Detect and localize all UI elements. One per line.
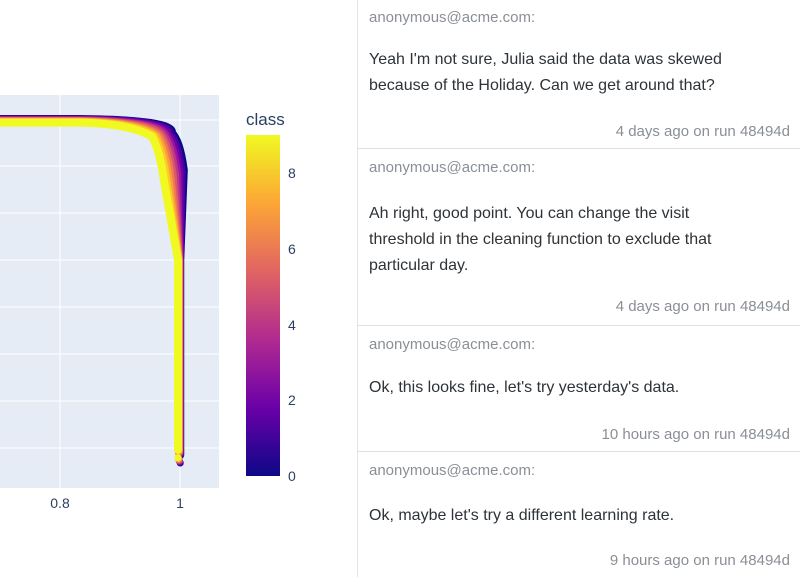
chart-panel: 0.8 1 class 8 6 4 2 0 <box>0 0 357 577</box>
comment-author: anonymous@acme.com: <box>369 9 536 26</box>
comment-meta[interactable]: 9 hours ago on run 48494d <box>609 552 790 569</box>
comment-line: threshold in the cleaning function to ex… <box>369 231 712 248</box>
comment-thread[interactable]: anonymous@acme.com: Yeah I'm not sure, J… <box>358 0 800 577</box>
comment-line: particular day. <box>369 257 469 274</box>
comment-meta[interactable]: 4 days ago on run 48494d <box>615 298 790 315</box>
comment-body: Ok, maybe let's try a different learning… <box>369 503 769 529</box>
colorbar-tick-label: 0 <box>288 468 296 484</box>
colorbar-tick-label: 8 <box>288 165 296 181</box>
curve-end-marker <box>174 454 182 462</box>
colorbar-title: class <box>246 110 285 129</box>
comment-body: Yeah I'm not sure, Julia said the data w… <box>369 47 769 99</box>
comment-item: anonymous@acme.com: Yeah I'm not sure, J… <box>358 0 800 149</box>
comment-line: Yeah I'm not sure, Julia said the data w… <box>369 51 722 68</box>
comment-author: anonymous@acme.com: <box>369 462 536 479</box>
comment-line: because of the Holiday. Can we get aroun… <box>369 77 715 94</box>
comment-line: Ah right, good point. You can change the… <box>369 205 690 222</box>
comment-item: anonymous@acme.com: Ok, maybe let's try … <box>358 452 800 577</box>
plot-background <box>0 95 219 488</box>
comment-item: anonymous@acme.com: Ah right, good point… <box>358 149 800 326</box>
colorbar-tick-label: 2 <box>288 392 296 408</box>
colorbar <box>246 135 280 476</box>
roc-chart: 0.8 1 class 8 6 4 2 0 <box>0 95 296 511</box>
comment-item: anonymous@acme.com: Ok, this looks fine,… <box>358 326 800 452</box>
comment-body: Ok, this looks fine, let's try yesterday… <box>369 375 769 401</box>
x-tick-label: 0.8 <box>50 495 70 511</box>
comment-author: anonymous@acme.com: <box>369 336 536 353</box>
roc-curve-class-9 <box>0 118 182 454</box>
comment-meta[interactable]: 4 days ago on run 48494d <box>615 123 790 140</box>
series-end-markers <box>174 454 184 467</box>
comment-author: anonymous@acme.com: <box>369 159 536 176</box>
colorbar-tick-label: 6 <box>288 241 296 257</box>
colorbar-ticks: 8 6 4 2 0 <box>288 165 296 484</box>
roc-series <box>0 115 188 459</box>
comment-line: Ok, this looks fine, let's try yesterday… <box>369 379 680 396</box>
x-tick-label: 1 <box>176 495 184 511</box>
panel-divider <box>357 0 358 577</box>
colorbar-tick-label: 4 <box>288 317 296 333</box>
comment-line: Ok, maybe let's try a different learning… <box>369 507 675 524</box>
comment-meta[interactable]: 10 hours ago on run 48494d <box>601 426 791 443</box>
comment-body: Ah right, good point. You can change the… <box>369 201 769 279</box>
